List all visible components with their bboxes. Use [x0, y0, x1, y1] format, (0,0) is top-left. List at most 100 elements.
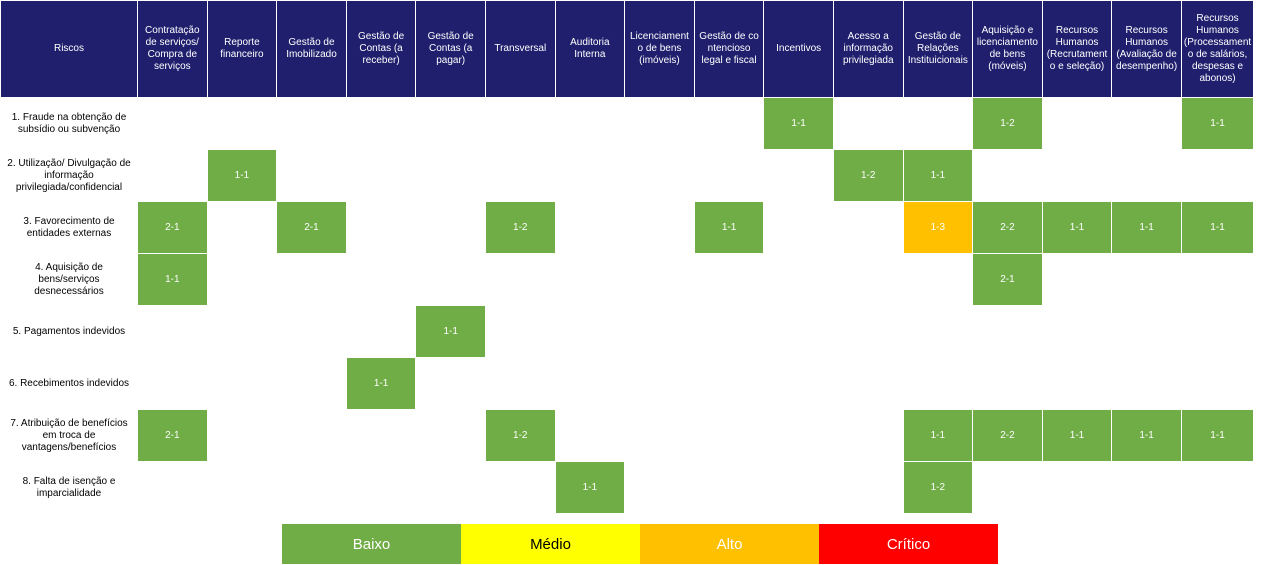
empty-cell: [763, 357, 834, 410]
risk-rating-cell: 1-2: [972, 97, 1043, 150]
column-header: Transversal: [484, 0, 556, 98]
risk-rating-cell: 1-1: [137, 253, 208, 306]
empty-cell: [624, 253, 695, 306]
empty-cell: [276, 461, 347, 514]
empty-cell: [624, 97, 695, 150]
risk-rating-cell: 2-2: [972, 201, 1043, 254]
risk-rating-cell: 1-1: [554, 461, 626, 514]
risk-level-legend: Baixo Médio Alto Crítico: [282, 524, 998, 564]
empty-cell: [137, 461, 208, 514]
empty-cell: [693, 305, 765, 358]
empty-cell: [345, 97, 417, 150]
empty-cell: [1180, 149, 1255, 202]
risk-label: 8. Falta de isenção e imparcialidade: [0, 461, 138, 514]
risk-rating-cell: 1-1: [345, 357, 417, 410]
risk-label: 2. Utilização/ Divulgação de informação …: [0, 149, 138, 202]
empty-cell: [1111, 357, 1182, 410]
risk-rating-cell: 1-1: [902, 149, 974, 202]
empty-cell: [137, 305, 208, 358]
column-header: Gestão de Contas (a pagar): [415, 0, 486, 98]
empty-cell: [624, 357, 695, 410]
empty-cell: [693, 357, 765, 410]
risk-rating-cell: 1-1: [1111, 201, 1182, 254]
column-header: Auditoria Interna: [554, 0, 626, 98]
empty-cell: [554, 97, 626, 150]
empty-cell: [832, 461, 904, 514]
matrix-body: 1. Fraude na obtenção de subsídio ou sub…: [0, 97, 1255, 514]
column-header: Aquisição e licenciamento de bens (móvei…: [972, 0, 1043, 98]
empty-cell: [206, 409, 278, 462]
empty-cell: [484, 357, 556, 410]
risk-rating-cell: 1-2: [902, 461, 974, 514]
empty-cell: [345, 461, 417, 514]
empty-cell: [693, 97, 765, 150]
risk-rating-cell: 1-1: [693, 201, 765, 254]
empty-cell: [484, 97, 556, 150]
table-row: 6. Recebimentos indevidos 1-1: [0, 357, 1255, 410]
empty-cell: [1041, 97, 1113, 150]
empty-cell: [206, 461, 278, 514]
empty-cell: [345, 305, 417, 358]
corner-header: Riscos: [0, 0, 138, 98]
column-header: Recursos Humanos (Processament o de salá…: [1180, 0, 1255, 98]
empty-cell: [832, 97, 904, 150]
risk-rating-cell: 1-1: [1180, 409, 1255, 462]
empty-cell: [972, 461, 1043, 514]
empty-cell: [276, 253, 347, 306]
column-header: Reporte financeiro: [206, 0, 278, 98]
column-header: Gestão de Contas (a receber): [345, 0, 417, 98]
empty-cell: [415, 201, 486, 254]
empty-cell: [624, 409, 695, 462]
empty-cell: [206, 97, 278, 150]
empty-cell: [206, 253, 278, 306]
legend-item-1: Baixo: [282, 524, 461, 564]
risk-rating-cell: 1-2: [484, 201, 556, 254]
empty-cell: [206, 305, 278, 358]
empty-cell: [415, 461, 486, 514]
empty-cell: [902, 305, 974, 358]
risk-rating-cell: 1-2: [484, 409, 556, 462]
empty-cell: [832, 357, 904, 410]
risk-rating-cell: 1-1: [206, 149, 278, 202]
empty-cell: [972, 305, 1043, 358]
empty-cell: [554, 357, 626, 410]
risk-rating-cell: 2-1: [276, 201, 347, 254]
empty-cell: [1180, 357, 1255, 410]
empty-cell: [206, 357, 278, 410]
empty-cell: [902, 357, 974, 410]
column-header: Gestão de Relações Instituicionais: [902, 0, 974, 98]
empty-cell: [1041, 305, 1113, 358]
empty-cell: [276, 357, 347, 410]
empty-cell: [832, 201, 904, 254]
column-header: Licenciament o de bens (imóveis): [624, 0, 695, 98]
table-row: 1. Fraude na obtenção de subsídio ou sub…: [0, 97, 1255, 150]
empty-cell: [276, 409, 347, 462]
empty-cell: [206, 201, 278, 254]
empty-cell: [345, 201, 417, 254]
risk-label: 7. Atribuição de benefícios em troca de …: [0, 409, 138, 462]
column-header: Recursos Humanos (Recrutament o e seleçã…: [1041, 0, 1113, 98]
empty-cell: [1041, 461, 1113, 514]
empty-cell: [972, 149, 1043, 202]
empty-cell: [763, 461, 834, 514]
table-row: 2. Utilização/ Divulgação de informação …: [0, 149, 1255, 202]
column-header: Recursos Humanos (Avaliação de desempenh…: [1111, 0, 1182, 98]
empty-cell: [137, 97, 208, 150]
empty-cell: [415, 357, 486, 410]
empty-cell: [972, 357, 1043, 410]
empty-cell: [1111, 461, 1182, 514]
empty-cell: [902, 97, 974, 150]
legend-item-2: Médio: [461, 524, 640, 564]
empty-cell: [624, 201, 695, 254]
empty-cell: [763, 409, 834, 462]
risk-label: 3. Favorecimento de entidades externas: [0, 201, 138, 254]
legend-item-3: Alto: [640, 524, 819, 564]
risk-rating-cell: 1-1: [1041, 409, 1113, 462]
column-header: Incentivos: [763, 0, 834, 98]
empty-cell: [276, 97, 347, 150]
empty-cell: [832, 253, 904, 306]
table-row: 8. Falta de isenção e imparcialidade 1-1 1…: [0, 461, 1255, 514]
risk-rating-cell: 2-1: [137, 409, 208, 462]
empty-cell: [1041, 357, 1113, 410]
empty-cell: [554, 253, 626, 306]
